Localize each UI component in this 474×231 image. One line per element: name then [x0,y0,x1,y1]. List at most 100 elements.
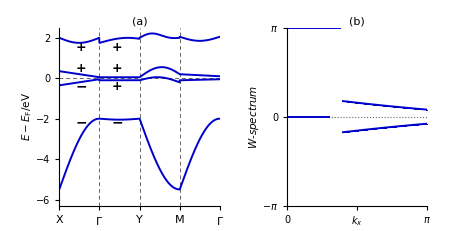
Point [387,104,394,108]
Point [391,105,399,109]
Point [383,104,391,108]
Point [359,128,367,132]
Point [365,102,373,106]
Point [384,125,392,129]
Text: +: + [112,62,123,75]
Point [385,125,392,129]
Point [387,104,395,108]
Point [349,129,356,133]
Point [391,125,399,128]
Text: −: − [111,116,123,130]
Point [414,123,422,126]
Point [339,99,347,103]
Point [342,100,349,103]
Point [401,106,409,109]
Point [418,122,426,126]
Point [365,128,373,131]
Point [397,105,404,109]
Point [386,104,393,108]
Point [408,123,415,127]
Point [406,123,414,127]
Point [344,130,352,134]
Point [399,106,407,109]
Point [400,106,408,109]
Point [403,124,411,127]
Point [388,125,395,129]
Point [367,102,375,106]
Point [403,124,411,127]
Point [357,101,365,105]
Point [421,122,428,126]
Point [401,124,408,128]
Point [402,124,410,128]
Point [367,127,375,131]
Point [408,123,416,127]
Point [363,128,371,131]
Point [400,106,407,109]
Point [401,106,408,109]
Point [355,128,363,132]
Point [355,101,362,105]
Point [347,129,355,133]
Point [366,127,374,131]
Point [417,107,424,111]
Point [402,106,410,109]
Point [382,126,389,129]
Point [350,100,358,104]
Point [379,126,386,130]
Point [364,102,372,106]
Point [371,103,378,106]
Point [384,104,392,108]
Point [363,102,370,106]
Point [369,103,377,106]
Point [404,124,411,127]
Point [408,123,415,127]
Point [416,107,423,111]
Point [364,128,372,131]
Point [351,129,359,133]
Point [370,127,378,131]
Point [420,107,428,111]
Point [388,105,395,108]
Point [341,130,348,134]
Point [356,101,363,105]
Point [413,123,421,126]
Point [387,125,395,129]
Point [406,123,413,127]
Point [362,128,369,131]
Point [391,105,398,109]
Point [416,107,423,111]
Point [368,103,375,106]
Point [415,107,423,111]
Point [367,127,375,131]
Point [422,108,429,111]
Point [392,125,400,128]
Point [404,124,412,127]
Point [354,101,362,105]
Point [420,108,428,111]
Point [406,106,414,110]
Point [407,106,414,110]
Point [408,106,415,110]
Point [367,102,375,106]
Point [379,126,387,130]
Point [358,101,366,105]
Point [395,124,403,128]
Point [411,123,419,127]
Point [381,104,388,107]
Point [347,100,355,104]
Point [341,130,348,134]
Point [401,106,409,109]
Point [392,105,400,109]
Point [407,106,415,110]
Point [363,102,371,106]
Point [349,100,356,104]
Point [380,104,387,107]
Point [401,106,408,109]
Point [419,122,427,126]
Point [410,123,418,127]
Point [405,106,412,110]
Point [377,103,385,107]
Point [406,106,414,110]
Point [348,100,356,104]
